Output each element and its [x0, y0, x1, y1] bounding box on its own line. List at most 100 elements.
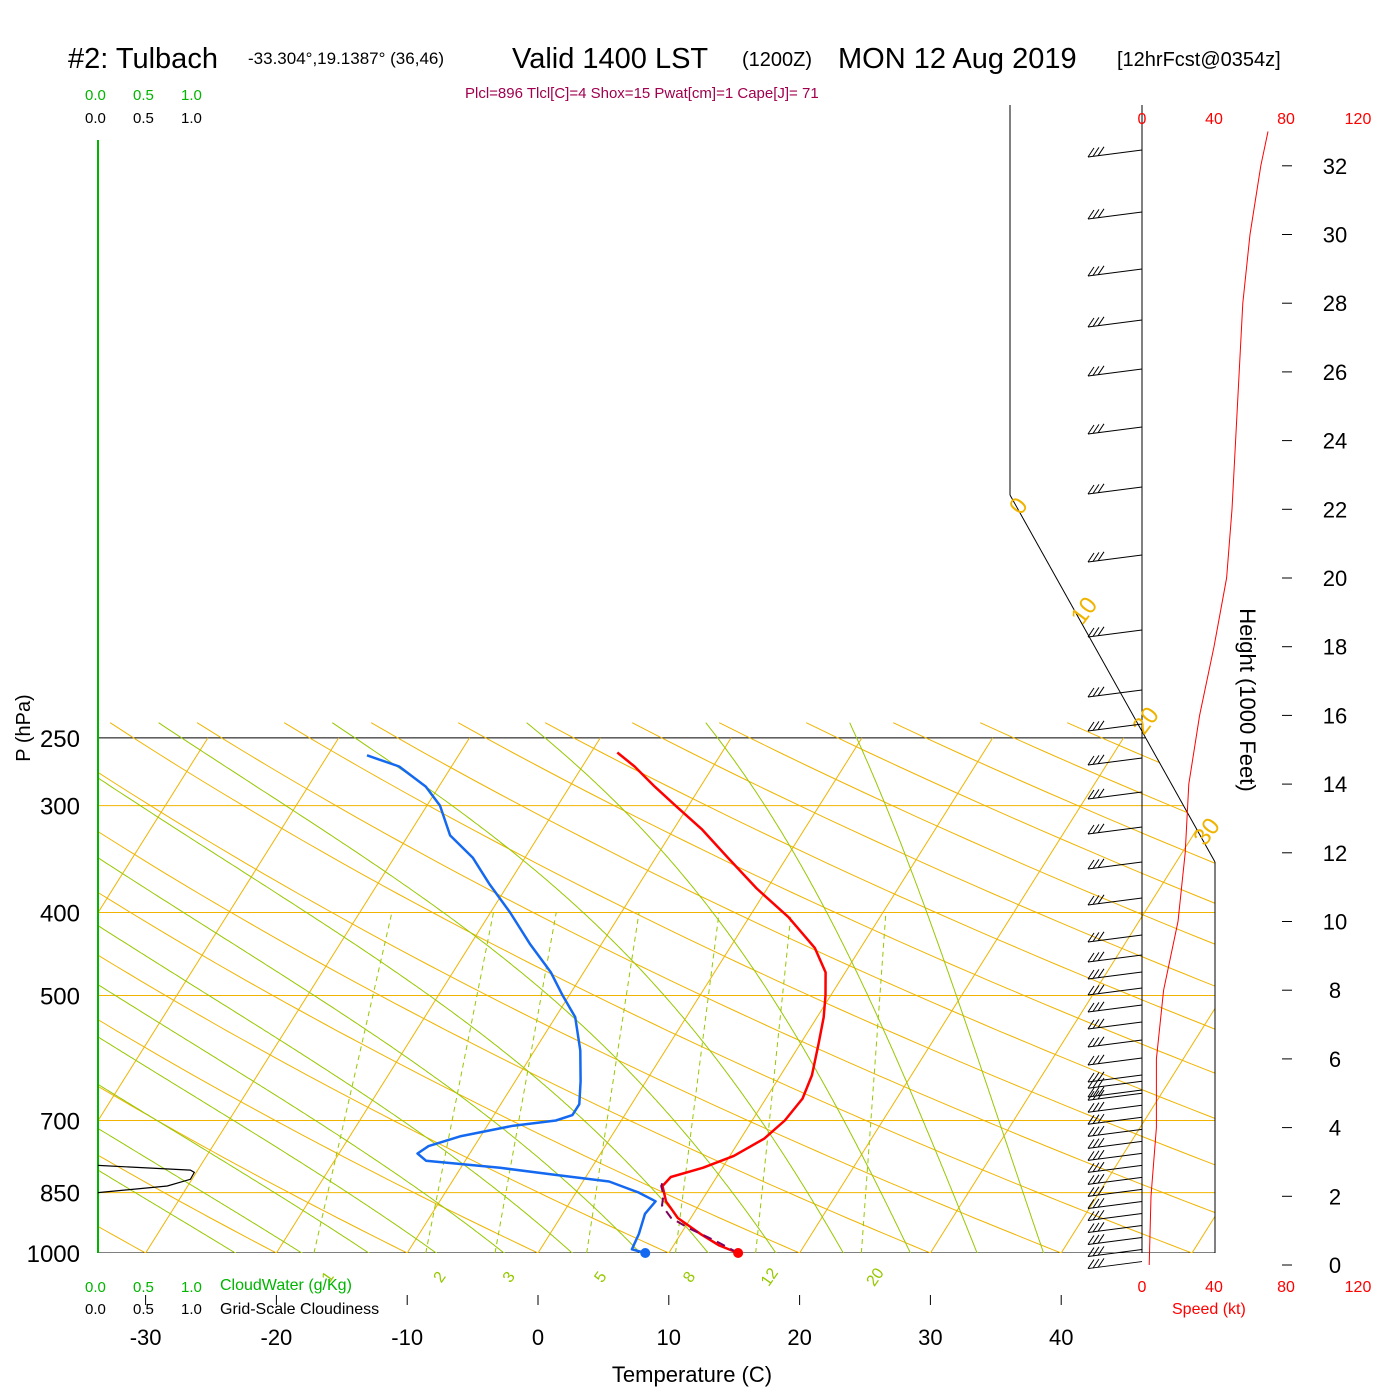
wind-barb-feather [1087, 1087, 1095, 1098]
x-tick-label: 0 [532, 1325, 544, 1350]
wind-barb-feather [1092, 969, 1100, 979]
wind-barb-feather [1087, 721, 1095, 732]
forecast-date: MON 12 Aug 2019 [838, 43, 1077, 75]
wind-barb-feather [1087, 1019, 1095, 1030]
sounding-indices: Plcl=896 Tlcl[C]=4 Shox=15 Pwat[cm]=1 Ca… [465, 85, 819, 102]
wind-barb-feather [1087, 627, 1095, 638]
mixing-ratio-label: 3 [500, 1269, 519, 1286]
wind-barb [1087, 1128, 1143, 1137]
cloud-scale-top-green-1: 1.0 [181, 87, 202, 104]
wind-barb-feather [1092, 484, 1100, 494]
wind-barb [1087, 486, 1143, 495]
dry-adiabats [98, 722, 1215, 1253]
wind-barb [1087, 987, 1143, 996]
wind-barb-feather [1087, 552, 1095, 563]
wind-barb-feather [1097, 788, 1105, 799]
moist-adiabat [98, 722, 462, 1253]
wind-barb [1087, 1261, 1143, 1270]
cloud-scales: 0.0 0.5 1.0 0.0 0.5 1.0 0.0 0.5 1.0 Clou… [85, 87, 379, 1318]
wind-barb-feather [1097, 754, 1105, 765]
wind-barb-feather [1097, 146, 1105, 157]
dry-adiabat [457, 722, 1215, 1253]
wind-barb-feather [1092, 789, 1100, 799]
isotherm-line [406, 737, 732, 1253]
wind-barb-feather [1087, 687, 1095, 698]
wind-barb-feather [1092, 1174, 1100, 1185]
dry-adiabat [892, 722, 1215, 1253]
cloud-scale-bottom-black-0: 0.0 [85, 1301, 106, 1318]
wind-barb-feather [1092, 552, 1100, 562]
mixing-ratio-line [313, 912, 393, 1253]
height-tick-label: 10 [1323, 910, 1347, 935]
x-axis-label: Temperature (C) [612, 1362, 772, 1387]
wind-speed-line [1148, 131, 1269, 1266]
wind-barb-feather [1092, 1002, 1100, 1012]
cloud-scale-top-green-05: 0.5 [133, 87, 154, 104]
wind-barb [1087, 1225, 1143, 1233]
cloud-scale-top-black-0: 0.0 [85, 110, 106, 127]
wind-barb [1087, 1164, 1143, 1173]
wind-barb-feather [1087, 484, 1095, 495]
wind-barb-feather [1092, 317, 1100, 327]
moist-adiabat [332, 722, 855, 1253]
wind-barb-feather [1097, 316, 1105, 327]
isotherm-line [98, 737, 209, 1253]
wind-barb-feather [1097, 1125, 1105, 1136]
wind-barb [1087, 1212, 1143, 1221]
isotherm-line [1191, 737, 1215, 1253]
moist-adiabat [98, 722, 527, 1253]
wind-barb-feather [1087, 1055, 1095, 1066]
dry-adiabat [98, 722, 445, 1253]
wind-barb [1087, 1116, 1143, 1125]
speed-tick-bottom: 120 [1345, 1279, 1372, 1296]
wind-barb-feather [1087, 209, 1095, 220]
dry-adiabat [196, 722, 1215, 1253]
x-tick-label: -30 [130, 1325, 162, 1350]
wind-barb-feather [1092, 1210, 1100, 1221]
height-tick-label: 0 [1329, 1253, 1341, 1278]
height-tick-label: 16 [1323, 703, 1347, 728]
isotherm-line [145, 737, 470, 1253]
forecast-info: [12hrFcst@0354z] [1117, 49, 1281, 71]
wind-barb-feather [1087, 1072, 1095, 1083]
wind-barb-feather [1097, 968, 1105, 979]
wind-barb-feather [1097, 483, 1105, 494]
wind-barb-feather [1087, 317, 1095, 328]
wind-barb-feather [1097, 858, 1105, 869]
wind-barb-feather [1097, 1036, 1105, 1047]
wind-barb-feather [1087, 1102, 1095, 1113]
wind-barb-feather [1097, 1089, 1105, 1100]
wind-barb-feather [1097, 365, 1105, 376]
wind-barb [1087, 971, 1143, 980]
wind-barb-feather [1087, 1139, 1095, 1149]
wind-barb-feather [1097, 1101, 1105, 1112]
isotherm-label: 10 [1066, 592, 1104, 630]
cloudwater-label: CloudWater (g/Kg) [220, 1277, 352, 1294]
cloudiness-line [97, 1164, 196, 1194]
y-tick-label: 850 [40, 1181, 80, 1208]
dry-adiabat [370, 722, 1215, 1253]
speed-axis-label: Speed (kt) [1172, 1301, 1246, 1318]
wind-barb-feather [1097, 720, 1105, 731]
wind-barb [1087, 954, 1143, 963]
wind-barb-feather [1097, 1185, 1105, 1196]
wind-barb [1087, 1188, 1143, 1197]
y-tick-label: 250 [40, 726, 80, 753]
wind-barb-feather [1087, 147, 1095, 158]
wind-barb-feather [1087, 1235, 1095, 1245]
wind-barb [1087, 1057, 1143, 1066]
wind-barb [1087, 723, 1143, 732]
x-tick-label: 10 [657, 1325, 681, 1350]
wind-barb [1087, 1039, 1143, 1048]
cloudiness-label: Grid-Scale Cloudiness [220, 1301, 379, 1318]
wind-barb-feather [1092, 859, 1100, 869]
dry-adiabat [98, 722, 843, 1253]
wind-barb [1087, 791, 1143, 800]
mixing-ratio-label: 2 [431, 1269, 450, 1286]
height-tick-label: 22 [1323, 497, 1347, 522]
wind-barb [1087, 319, 1143, 328]
wind-barb-feather [1092, 932, 1100, 942]
isotherm-label: 20 [1127, 702, 1165, 740]
mixing-ratio-line [755, 912, 792, 1253]
wind-barb-feather [1087, 266, 1095, 277]
